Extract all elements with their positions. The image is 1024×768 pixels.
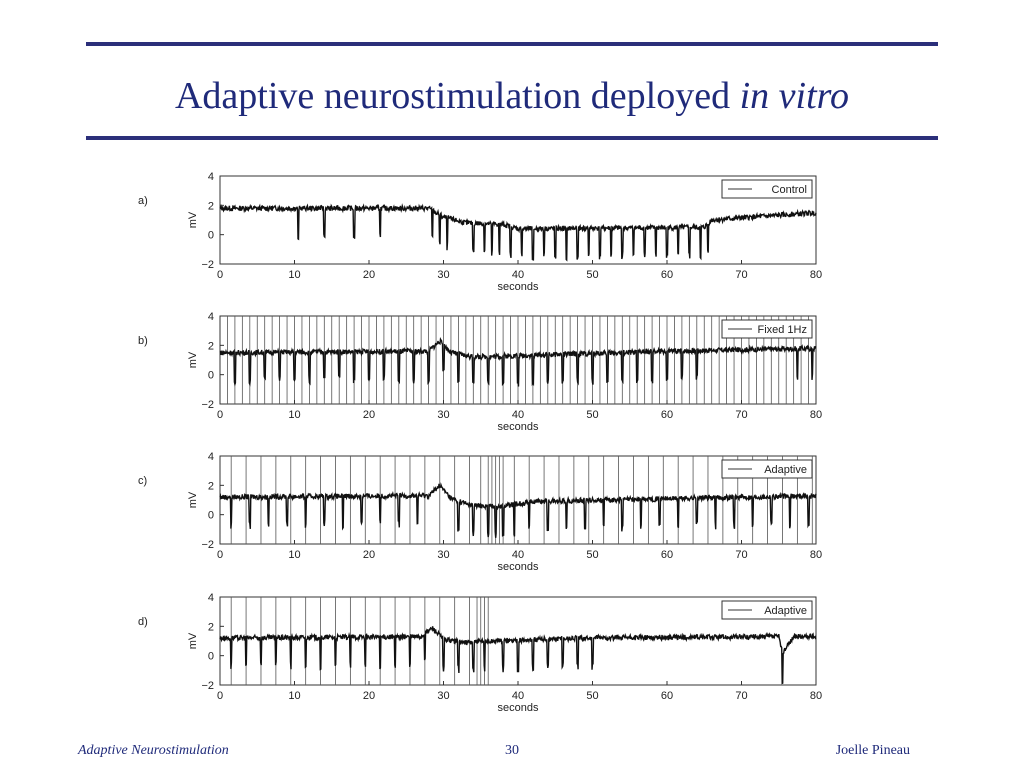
series-line <box>219 482 817 538</box>
x-tick-label: 60 <box>661 549 673 561</box>
slide-title-main: Adaptive neurostimulation deployed <box>174 75 740 117</box>
panel-label: a) <box>138 195 148 207</box>
x-axis-label: seconds <box>498 561 539 573</box>
x-tick-label: 20 <box>363 269 375 281</box>
series-line <box>219 336 817 387</box>
x-tick-label: 30 <box>437 409 449 421</box>
x-tick-label: 70 <box>735 269 747 281</box>
legend-box <box>721 319 813 339</box>
title-rule-bottom <box>86 136 938 140</box>
x-tick-label: 70 <box>735 549 747 561</box>
legend-box <box>721 600 813 620</box>
x-tick-label: 0 <box>217 690 223 702</box>
y-tick-label: 4 <box>208 451 214 463</box>
footer-presentation-name: Adaptive Neurostimulation <box>78 743 229 758</box>
y-tick-label: 4 <box>208 171 214 183</box>
y-tick-label: −2 <box>201 399 214 411</box>
chart-panel-c: c)0 10 20 30 40 50 60 70 80−2024secondsmVAdaptiv… <box>138 451 822 573</box>
y-tick-label: −2 <box>201 539 214 551</box>
y-axis-label: mV <box>187 351 199 368</box>
x-tick-label: 60 <box>661 690 673 702</box>
x-tick-label: 50 <box>586 549 598 561</box>
y-tick-label: 2 <box>208 621 214 633</box>
x-tick-label: 50 <box>586 269 598 281</box>
legend-entry: Adaptive <box>764 464 807 476</box>
slide-title-italic: in vitro <box>739 75 850 117</box>
y-tick-label: 0 <box>208 651 214 663</box>
x-tick-label: 70 <box>735 690 747 702</box>
legend-box <box>721 459 813 479</box>
y-tick-label: 0 <box>208 230 214 242</box>
footer-page-number: 30 <box>505 743 519 758</box>
y-axis-label: mV <box>187 491 199 508</box>
legend-entry: Control <box>772 184 807 196</box>
y-tick-label: 2 <box>208 340 214 352</box>
y-tick-label: 0 <box>208 370 214 382</box>
x-tick-label: 0 <box>217 269 223 281</box>
x-axis-label: seconds <box>498 281 539 293</box>
y-tick-label: −2 <box>201 680 214 692</box>
x-tick-label: 30 <box>437 269 449 281</box>
x-tick-label: 40 <box>512 269 524 281</box>
y-tick-label: 4 <box>208 592 214 604</box>
x-tick-label: 60 <box>661 269 673 281</box>
y-axis-label: mV <box>187 632 199 649</box>
x-tick-label: 20 <box>363 549 375 561</box>
chart-panel-d: d)0 10 20 30 40 50 60 70 80−2024secondsmVAdaptiv… <box>138 592 822 714</box>
x-tick-label: 80 <box>810 690 822 702</box>
x-tick-label: 40 <box>512 690 524 702</box>
x-tick-label: 50 <box>586 409 598 421</box>
legend-box <box>721 179 813 199</box>
series-line <box>219 626 817 685</box>
y-tick-label: 0 <box>208 510 214 522</box>
x-tick-label: 30 <box>437 549 449 561</box>
y-tick-label: 4 <box>208 311 214 323</box>
y-tick-label: −2 <box>201 259 214 271</box>
series-line <box>219 203 817 262</box>
x-tick-label: 80 <box>810 409 822 421</box>
x-tick-label: 10 <box>288 269 300 281</box>
x-tick-label: 30 <box>437 690 449 702</box>
x-tick-label: 10 <box>288 409 300 421</box>
x-tick-label: 80 <box>810 269 822 281</box>
x-tick-label: 0 <box>217 409 223 421</box>
x-tick-label: 10 <box>288 549 300 561</box>
x-tick-label: 10 <box>288 690 300 702</box>
x-axis-label: seconds <box>498 421 539 433</box>
slide-title: Adaptive neurostimulation deployed in vi… <box>0 74 1024 118</box>
y-axis-label: mV <box>187 211 199 228</box>
panel-label: d) <box>138 616 148 628</box>
x-tick-label: 70 <box>735 409 747 421</box>
x-tick-label: 40 <box>512 549 524 561</box>
title-rule-top <box>86 42 938 46</box>
y-tick-label: 2 <box>208 480 214 492</box>
panel-label: b) <box>138 335 148 347</box>
legend-entry: Fixed 1Hz <box>757 324 807 336</box>
y-tick-label: 2 <box>208 200 214 212</box>
x-tick-label: 40 <box>512 409 524 421</box>
x-tick-label: 50 <box>586 690 598 702</box>
x-tick-label: 20 <box>363 409 375 421</box>
x-tick-label: 60 <box>661 409 673 421</box>
panel-label: c) <box>138 475 147 487</box>
x-tick-label: 80 <box>810 549 822 561</box>
x-tick-label: 0 <box>217 549 223 561</box>
footer-author: Joelle Pineau <box>835 743 910 758</box>
x-axis-label: seconds <box>498 702 539 714</box>
legend-entry: Adaptive <box>764 605 807 617</box>
x-tick-label: 20 <box>363 690 375 702</box>
